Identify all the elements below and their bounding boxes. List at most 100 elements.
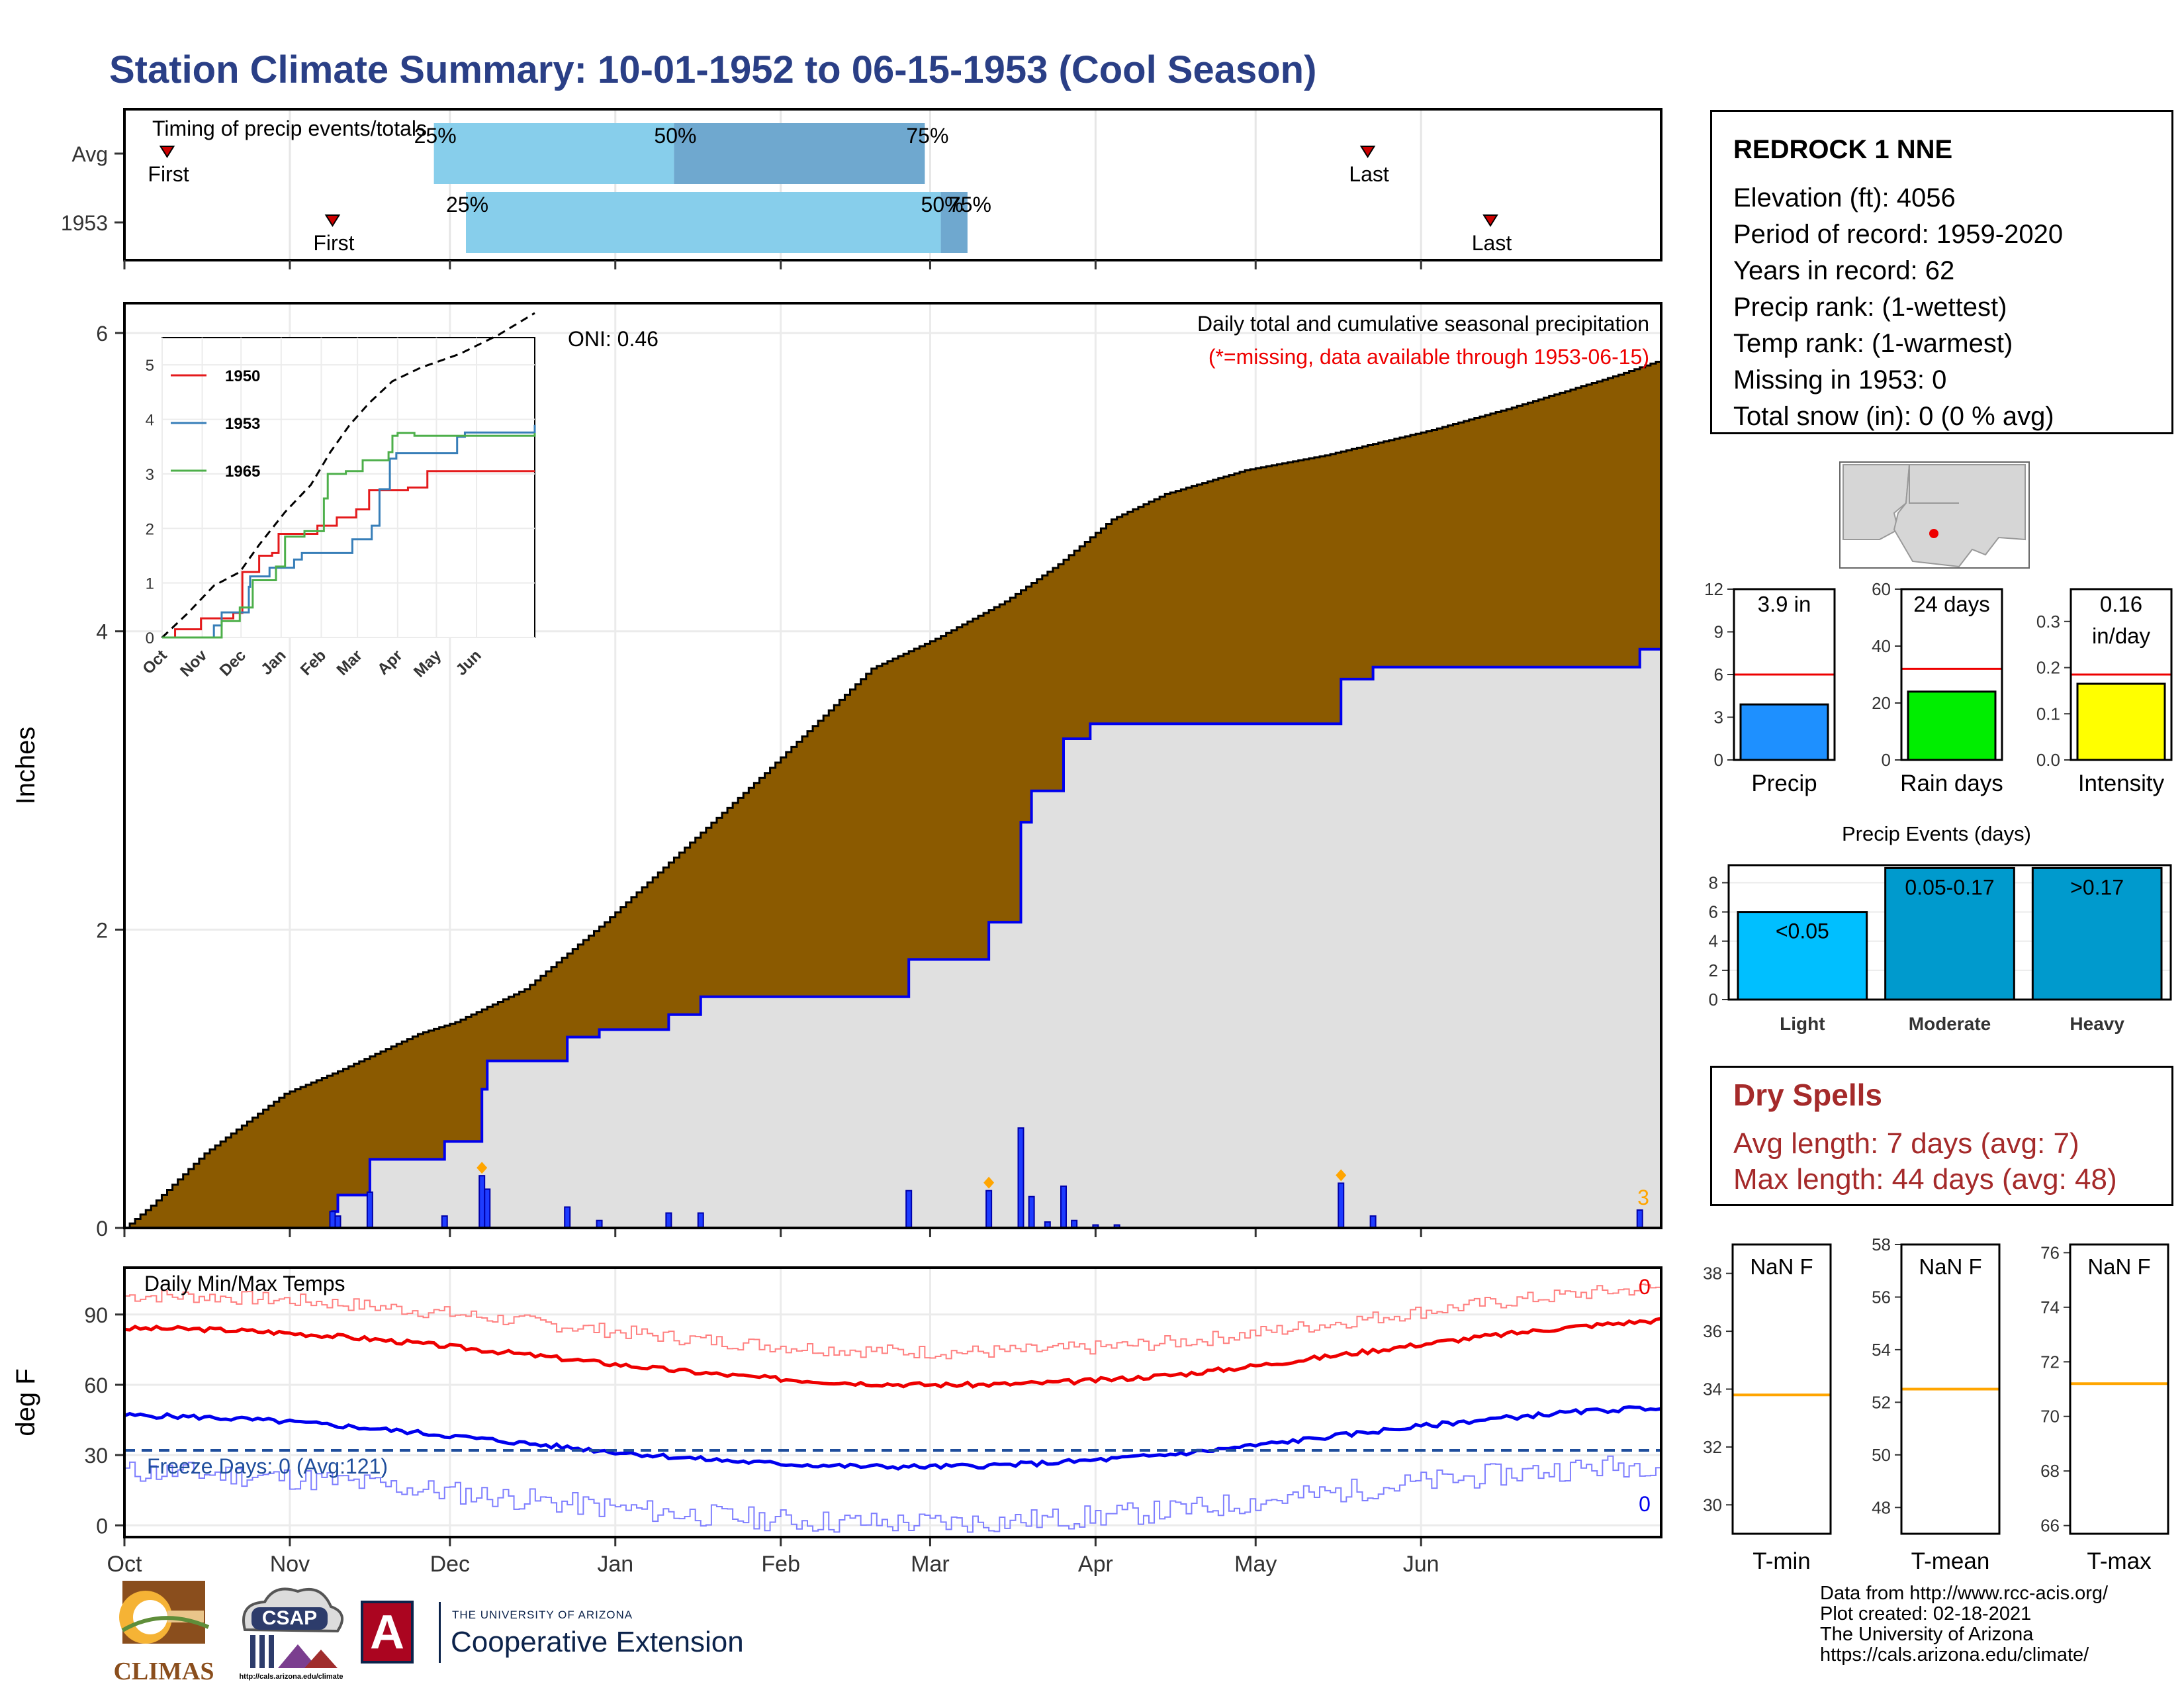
precip-marker-2 xyxy=(1336,1169,1347,1182)
small-ytick-label-2-2: 0.2 xyxy=(2036,658,2060,678)
precip-daily-bar-4 xyxy=(478,1175,486,1229)
footer-line-1: Data from http://www.rcc-acis.org/ xyxy=(1820,1583,2109,1604)
inset-ytick-label-3: 3 xyxy=(146,466,154,484)
tsum-ytick-label-1-5: 58 xyxy=(1872,1235,1891,1254)
ua-big-text: Cooperative Extension xyxy=(451,1626,744,1658)
temp-avg-max-line xyxy=(124,1317,1662,1389)
precip-daily-bar-6 xyxy=(564,1206,571,1229)
events-ytick-label-0: 0 xyxy=(1709,990,1718,1009)
tsum-ytick-label-0-1: 32 xyxy=(1703,1437,1722,1457)
precip-daily-bar-2 xyxy=(366,1191,373,1229)
precip-events-panel: Precip Events (days) 0 2 4 6 8 <0.05 Light 0.05-… xyxy=(1709,822,2172,1034)
timing-q75-label-1: 75% xyxy=(949,193,991,216)
tsum-ytick-label-1-0: 48 xyxy=(1872,1497,1891,1517)
tsum-ytick-label-2-2: 70 xyxy=(2040,1407,2060,1427)
precip-daily-bar-20 xyxy=(1369,1215,1377,1229)
tsum-bg-2 xyxy=(2070,1244,2168,1534)
precip-daily-bar-1 xyxy=(334,1215,341,1229)
small-ytick-label-0-4: 12 xyxy=(1704,579,1723,599)
tsum-ytick-label-1-3: 54 xyxy=(1872,1340,1891,1360)
timing-first-marker-0 xyxy=(159,146,175,158)
temp-ytick-label-3: 90 xyxy=(84,1303,108,1327)
precip-avg-line xyxy=(124,359,1662,1229)
inset-avg-line xyxy=(161,312,535,639)
tsum-ytick-label-1-4: 56 xyxy=(1872,1287,1891,1307)
csap-logo: CSAP http://cals.arizona.edu/climate xyxy=(232,1583,351,1683)
precip-daily-bar-8 xyxy=(665,1212,672,1229)
location-map xyxy=(1839,461,2030,569)
temp-panel: Daily Min/Max Temps Freeze Days: 0 (Avg:1… xyxy=(11,1266,1662,1577)
temp-ytick-label-0: 0 xyxy=(96,1514,108,1538)
temp-xtick-label-8: Jun xyxy=(1403,1552,1439,1577)
small-label-2: Intensity xyxy=(2078,771,2165,796)
temp-xtick-label-3: Jan xyxy=(597,1552,633,1577)
small-bar-1 xyxy=(1907,690,1997,761)
precip-daily-bar-10 xyxy=(905,1190,913,1229)
small-ytick-label-2-3: 0.3 xyxy=(2036,612,2060,632)
timing-frame xyxy=(123,108,1662,261)
station-temp-rank: Temp rank: (1-warmest) xyxy=(1733,329,2013,358)
temp-avg-min-line xyxy=(124,1405,1662,1471)
precip-title: Daily total and cumulative seasonal prec… xyxy=(1197,312,1649,336)
precip-frame xyxy=(123,302,1662,1229)
small-bars-panels: 3.9 in 0 3 6 9 12 Precip 24 days 0 20 40 60 Rain day… xyxy=(1704,579,2173,796)
small-ytick-label-0-1: 3 xyxy=(1714,708,1723,727)
events-ytick-label-2: 4 xyxy=(1709,931,1718,951)
timing-bar-q25-q50-1 xyxy=(466,192,941,253)
station-missing: Missing in 1953: 0 xyxy=(1733,365,1947,395)
inset-frame xyxy=(161,337,535,638)
events-ytick-label-3: 6 xyxy=(1709,902,1718,922)
precip-daily-bar-12 xyxy=(1017,1127,1024,1229)
precip-daily-bar-21 xyxy=(1636,1209,1643,1229)
inset-series-1953 xyxy=(162,424,536,639)
small-value-label-1-0: 24 days xyxy=(1913,592,1990,616)
inset-ytick-label-4: 4 xyxy=(146,412,154,430)
precip-daily-bar-9 xyxy=(697,1212,704,1229)
inset-legend-label-0: 1950 xyxy=(225,367,260,385)
tsum-value-label-0: NaN F xyxy=(1750,1254,1813,1279)
small-bar-0 xyxy=(1739,703,1829,761)
dry-spells-avg: Avg length: 7 days (avg: 7) xyxy=(1733,1127,2079,1160)
small-frame-2 xyxy=(2070,588,2173,761)
station-snow: Total snow (in): 0 (0 % avg) xyxy=(1733,402,2054,431)
small-frame-1 xyxy=(1900,588,2003,761)
inset-ytick-label-2: 2 xyxy=(146,520,154,538)
small-ytick-label-1-0: 0 xyxy=(1882,750,1891,770)
tsum-ytick-label-2-1: 68 xyxy=(2040,1461,2060,1481)
station-precip-rank: Precip rank: (1-wettest) xyxy=(1733,293,2007,322)
timing-bar-q50-q75-0 xyxy=(674,123,925,184)
footer-line-3: The University of Arizona xyxy=(1820,1624,2034,1645)
tsum-ytick-label-1-2: 52 xyxy=(1872,1392,1891,1412)
small-label-1: Rain days xyxy=(1900,771,2003,796)
timing-q50-label-0: 50% xyxy=(654,124,696,148)
tsum-value-label-2: NaN F xyxy=(2087,1254,2150,1279)
precip-1953-line xyxy=(124,647,1661,1229)
tsum-label-2: T-max xyxy=(2087,1548,2152,1574)
precip-marker-1 xyxy=(983,1176,995,1189)
precip-daily-bar-11 xyxy=(985,1190,993,1229)
temp-xtick-label-5: Mar xyxy=(911,1552,950,1577)
precip-daily-bar-13 xyxy=(1028,1196,1035,1229)
page-title: Station Climate Summary: 10-01-1952 to 0… xyxy=(109,48,1317,91)
timing-q50-label-1: 50% xyxy=(921,193,964,216)
small-value-label-0-0: 3.9 in xyxy=(1758,592,1811,616)
tsum-ytick-label-2-5: 76 xyxy=(2040,1243,2060,1262)
footer-credits: Data from http://www.rcc-acis.org/ Plot … xyxy=(1820,1583,2108,1665)
timing-last-label-1: Last xyxy=(1472,231,1512,255)
temp-ytick-label-2: 60 xyxy=(84,1374,108,1397)
csap-url: http://cals.arizona.edu/climate xyxy=(239,1673,343,1681)
timing-first-marker-1 xyxy=(324,214,341,227)
inset-legend-label-2: 1965 xyxy=(225,463,260,481)
events-category-1: Moderate xyxy=(1909,1013,1991,1034)
timing-first-label-0: First xyxy=(148,162,189,186)
tsum-ytick-label-2-4: 74 xyxy=(2040,1297,2060,1317)
csap-logo-text: CSAP xyxy=(261,1607,318,1629)
events-bar-label-1: 0.05-0.17 xyxy=(1905,875,1994,899)
temp-xtick-label-6: Apr xyxy=(1078,1552,1113,1577)
station-info-box: REDROCK 1 NNE Elevation (ft): 4056 Perio… xyxy=(1710,110,2173,434)
precip-ytick-label-1: 2 xyxy=(96,918,108,942)
timing-row-label-0: Avg xyxy=(71,142,108,166)
